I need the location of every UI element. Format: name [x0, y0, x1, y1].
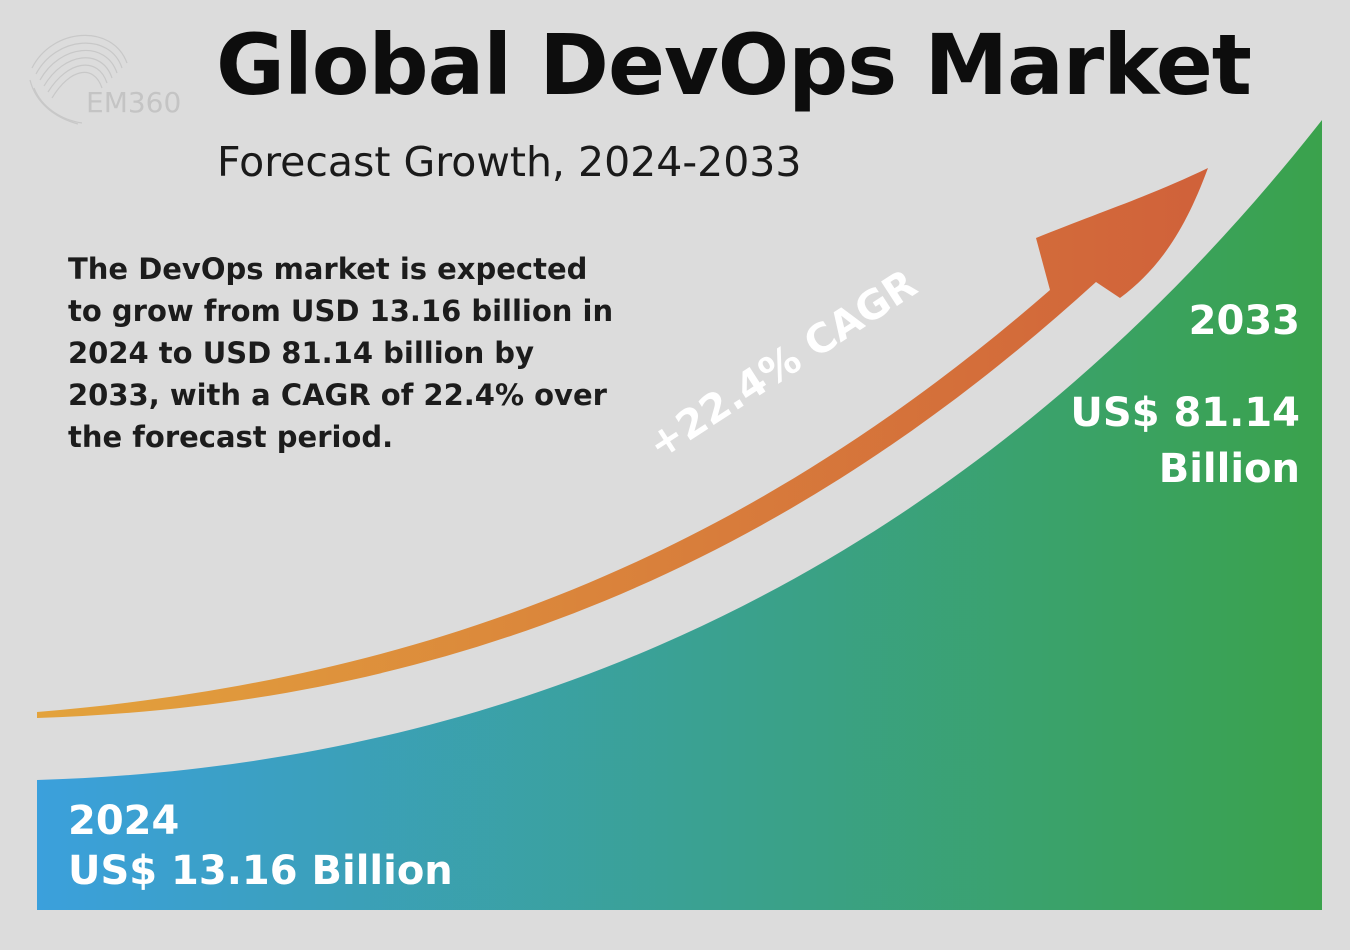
description-text: The DevOps market is expected to grow fr… — [68, 252, 614, 454]
end-year-label: 2033 — [1188, 298, 1300, 344]
growth-arrow — [37, 168, 1208, 718]
page-title: Global DevOps Market — [216, 16, 1252, 114]
logo-swirl-icon — [29, 34, 128, 125]
start-year-label: 2024 — [68, 798, 180, 844]
end-value-label: US$ 81.14 Billion — [1070, 390, 1300, 492]
logo-text: EM360 — [86, 86, 182, 119]
start-value-label: US$ 13.16 Billion — [68, 848, 453, 894]
em360-logo — [22, 28, 212, 128]
page-subtitle: Forecast Growth, 2024-2033 — [217, 138, 802, 186]
growth-area — [37, 120, 1322, 910]
